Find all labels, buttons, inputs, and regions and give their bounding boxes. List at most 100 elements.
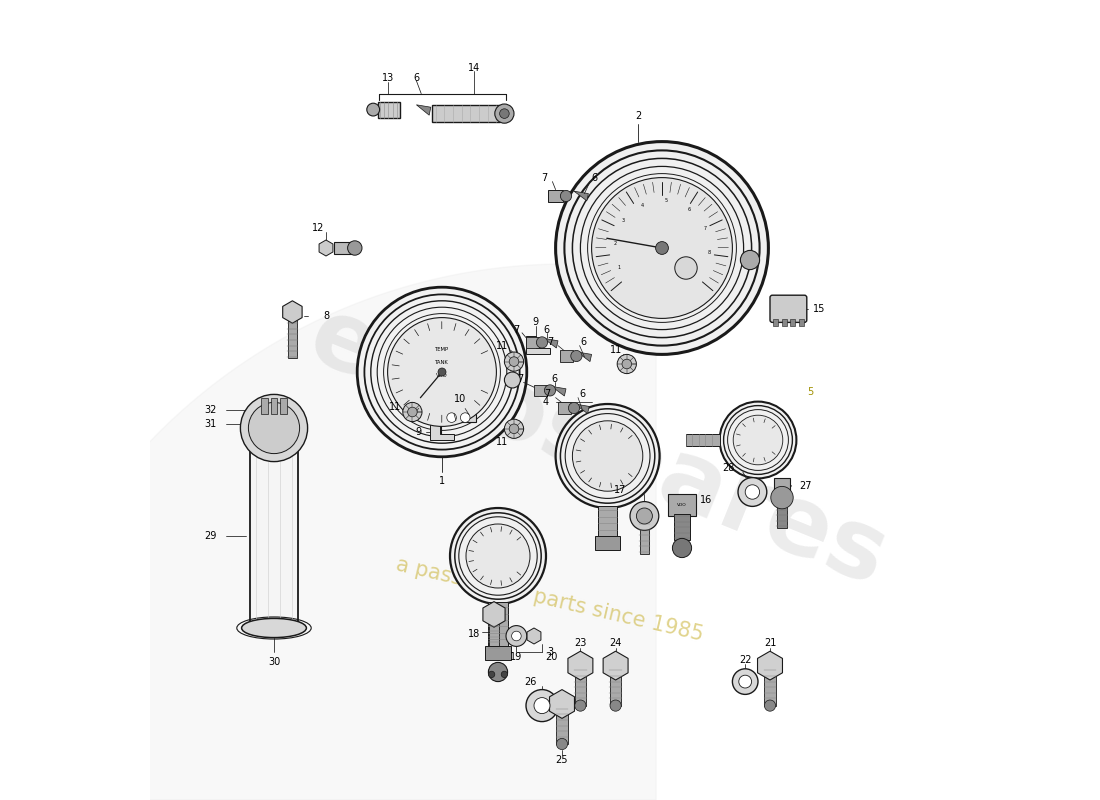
Bar [764, 666, 776, 706]
Text: 13: 13 [382, 73, 394, 82]
Bar [668, 494, 696, 516]
Ellipse shape [242, 618, 307, 638]
Text: 25: 25 [556, 755, 569, 765]
Circle shape [771, 486, 793, 509]
Circle shape [617, 354, 637, 374]
Text: 7: 7 [703, 226, 706, 230]
Text: VDO: VDO [678, 503, 686, 507]
Bar [774, 478, 790, 501]
Circle shape [358, 287, 527, 457]
Circle shape [557, 738, 568, 750]
Text: 8: 8 [707, 250, 711, 254]
Bar [598, 506, 617, 538]
Text: 7: 7 [514, 325, 519, 334]
Bar [686, 434, 719, 446]
Circle shape [387, 318, 496, 426]
Text: 20: 20 [546, 652, 558, 662]
Text: 27: 27 [800, 481, 812, 490]
Circle shape [556, 142, 769, 354]
Bar [488, 602, 507, 648]
Polygon shape [430, 422, 454, 440]
Circle shape [621, 359, 631, 369]
Bar [534, 385, 547, 396]
Bar [378, 102, 400, 118]
Circle shape [461, 413, 470, 422]
Circle shape [241, 394, 308, 462]
Text: 6: 6 [543, 325, 550, 334]
Bar [432, 105, 500, 122]
Bar [639, 516, 649, 554]
Bar [261, 398, 267, 414]
Bar [778, 500, 786, 528]
Bar [575, 666, 586, 706]
Circle shape [509, 424, 519, 434]
Bar [549, 190, 563, 202]
Circle shape [745, 485, 760, 499]
Circle shape [466, 524, 530, 588]
Text: 24: 24 [609, 638, 622, 648]
Circle shape [488, 662, 507, 682]
Circle shape [569, 402, 580, 414]
Circle shape [630, 502, 659, 530]
Bar [799, 319, 804, 326]
Bar [490, 624, 498, 650]
Circle shape [447, 413, 456, 422]
Circle shape [364, 294, 519, 450]
Circle shape [454, 513, 541, 599]
Text: 1: 1 [618, 266, 620, 270]
Text: 3: 3 [621, 218, 625, 223]
Text: 15: 15 [813, 304, 825, 314]
Circle shape [366, 103, 379, 116]
Text: 28: 28 [723, 463, 735, 473]
Circle shape [499, 109, 509, 118]
Text: 19: 19 [510, 652, 522, 662]
Text: 8: 8 [323, 311, 329, 321]
Circle shape [348, 241, 362, 255]
Bar [485, 646, 510, 660]
Circle shape [724, 406, 792, 474]
Text: 29: 29 [204, 531, 217, 541]
Text: 7: 7 [517, 374, 524, 384]
Circle shape [727, 410, 789, 470]
Circle shape [592, 178, 733, 318]
Text: 17: 17 [614, 485, 627, 494]
Circle shape [572, 158, 751, 338]
Circle shape [408, 407, 417, 417]
Text: 6: 6 [414, 73, 419, 82]
Polygon shape [575, 404, 590, 414]
Bar [334, 242, 352, 254]
Text: 2: 2 [614, 242, 616, 246]
Polygon shape [543, 338, 558, 348]
Circle shape [565, 414, 650, 498]
Polygon shape [431, 414, 475, 438]
Circle shape [556, 404, 660, 508]
Text: 6: 6 [688, 207, 691, 212]
Text: 11: 11 [388, 402, 400, 412]
Circle shape [637, 508, 652, 524]
Circle shape [674, 257, 697, 279]
Circle shape [505, 419, 524, 438]
Bar [560, 350, 573, 362]
Circle shape [534, 698, 550, 714]
Bar [526, 337, 539, 348]
Bar [773, 319, 778, 326]
Circle shape [505, 372, 520, 388]
Circle shape [560, 409, 654, 503]
Circle shape [377, 307, 507, 437]
Polygon shape [551, 386, 566, 396]
Bar [558, 402, 571, 414]
Circle shape [537, 337, 548, 348]
Circle shape [509, 357, 519, 366]
FancyBboxPatch shape [770, 295, 806, 322]
Circle shape [739, 675, 751, 688]
Circle shape [505, 352, 524, 371]
Text: 5: 5 [664, 198, 668, 203]
Circle shape [450, 508, 546, 604]
Circle shape [581, 166, 744, 330]
Circle shape [575, 700, 586, 711]
Text: 3: 3 [547, 647, 553, 657]
Text: 10: 10 [453, 394, 465, 404]
Circle shape [560, 190, 572, 202]
Text: 1: 1 [439, 476, 446, 486]
Text: 12: 12 [311, 223, 324, 233]
